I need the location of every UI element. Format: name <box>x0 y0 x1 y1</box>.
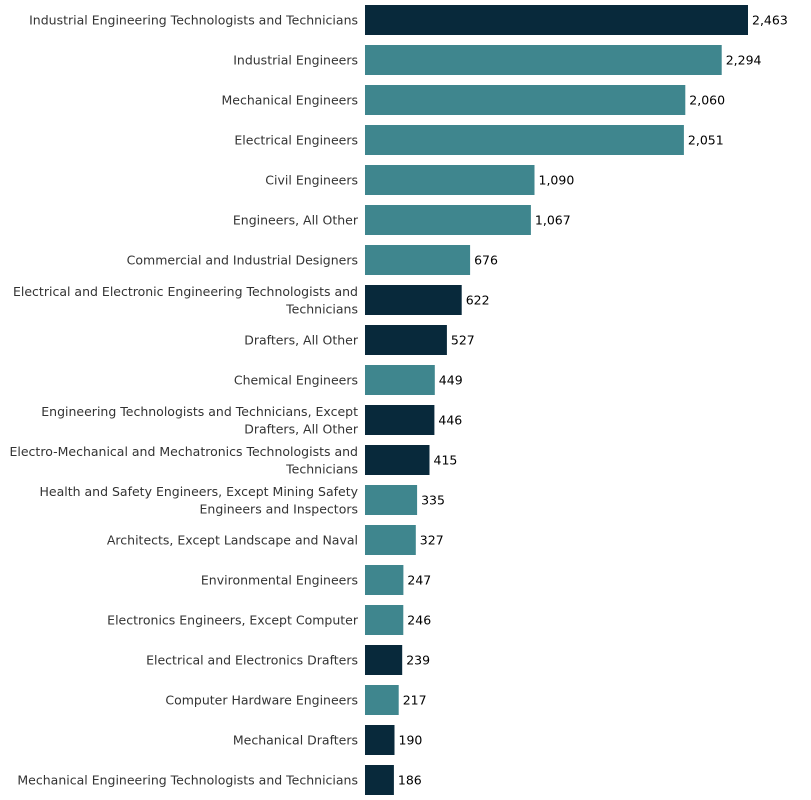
category-label: Electrical and Electronic Engineering Te… <box>13 284 358 317</box>
bar-row: Engineers, All Other 1,067 <box>233 205 571 235</box>
bar <box>365 725 395 755</box>
category-label: Drafters, All Other <box>244 333 359 348</box>
bar-row: Industrial Engineering Technologists and… <box>29 5 788 35</box>
category-label: Commercial and Industrial Designers <box>127 253 358 268</box>
category-label: Electronics Engineers, Except Computer <box>107 613 359 628</box>
bar <box>365 125 684 155</box>
category-label: Health and Safety Engineers, Except Mini… <box>39 484 358 517</box>
bar-row: Electronics Engineers, Except Computer 24… <box>107 605 431 635</box>
value-label: 239 <box>406 653 430 668</box>
value-label: 217 <box>403 693 427 708</box>
value-label: 335 <box>421 493 445 508</box>
bar-row: Mechanical Engineers 2,060 <box>222 85 725 115</box>
category-label: Environmental Engineers <box>201 573 358 588</box>
value-label: 622 <box>466 293 490 308</box>
bar <box>365 165 535 195</box>
category-label: Engineers, All Other <box>233 213 359 228</box>
value-label: 2,294 <box>726 53 762 68</box>
value-label: 247 <box>407 573 431 588</box>
bar <box>365 85 686 115</box>
bar <box>365 45 722 75</box>
category-label: Computer Hardware Engineers <box>165 693 358 708</box>
category-label: Electro-Mechanical and Mechatronics Tech… <box>10 444 359 477</box>
category-label: Chemical Engineers <box>234 373 358 388</box>
category-label: Engineering Technologists and Technician… <box>41 404 359 437</box>
value-label: 1,090 <box>539 173 575 188</box>
value-label: 2,463 <box>752 13 788 28</box>
category-label: Electrical and Electronics Drafters <box>146 653 358 668</box>
value-label: 446 <box>438 413 462 428</box>
bar <box>365 325 447 355</box>
category-label: Architects, Except Landscape and Naval <box>107 533 358 548</box>
bar <box>365 685 399 715</box>
bar-row: Electrical Engineers 2,051 <box>234 125 724 155</box>
value-label: 246 <box>407 613 431 628</box>
value-label: 1,067 <box>535 213 571 228</box>
bar-row: Electro-Mechanical and Mechatronics Tech… <box>10 444 458 477</box>
bar <box>365 365 435 395</box>
bar-row: Drafters, All Other 527 <box>244 325 475 355</box>
value-label: 2,060 <box>689 93 725 108</box>
bar <box>365 485 418 515</box>
bar <box>365 565 404 595</box>
bar-row: Electrical and Electronics Drafters 239 <box>146 645 430 675</box>
bar <box>365 605 404 635</box>
category-label: Mechanical Drafters <box>233 733 358 748</box>
bar-row: Mechanical Engineering Technologists and… <box>17 765 422 795</box>
bar-row: Chemical Engineers 449 <box>234 365 463 395</box>
value-label: 676 <box>474 253 498 268</box>
bar <box>365 5 748 35</box>
category-label: Civil Engineers <box>265 173 358 188</box>
bar <box>365 645 403 675</box>
bar-row: Architects, Except Landscape and Naval 32… <box>107 525 444 555</box>
category-label: Electrical Engineers <box>234 133 358 148</box>
category-label: Mechanical Engineering Technologists and… <box>17 773 358 788</box>
value-label: 527 <box>451 333 475 348</box>
value-label: 2,051 <box>688 133 724 148</box>
bar-row: Industrial Engineers 2,294 <box>233 45 762 75</box>
bar-row: Mechanical Drafters 190 <box>233 725 423 755</box>
bar-row: Electrical and Electronic Engineering Te… <box>13 284 490 317</box>
value-label: 449 <box>439 373 463 388</box>
bar-row: Environmental Engineers 247 <box>201 565 431 595</box>
bar <box>365 245 471 275</box>
value-label: 186 <box>398 773 422 788</box>
bar <box>365 525 416 555</box>
bar <box>365 765 394 795</box>
bar <box>365 445 430 475</box>
category-label: Industrial Engineers <box>233 53 358 68</box>
bar-row: Engineering Technologists and Technician… <box>41 404 462 437</box>
value-label: 415 <box>434 453 458 468</box>
bar-row: Health and Safety Engineers, Except Mini… <box>39 484 444 517</box>
bar <box>365 205 531 235</box>
category-label: Industrial Engineering Technologists and… <box>29 13 358 28</box>
bar <box>365 405 435 435</box>
value-label: 327 <box>420 533 444 548</box>
bar <box>365 285 462 315</box>
bar-row: Civil Engineers 1,090 <box>265 165 574 195</box>
value-label: 190 <box>399 733 423 748</box>
bar-row: Computer Hardware Engineers 217 <box>165 685 427 715</box>
category-label: Mechanical Engineers <box>222 93 359 108</box>
bar-row: Commercial and Industrial Designers 676 <box>127 245 498 275</box>
